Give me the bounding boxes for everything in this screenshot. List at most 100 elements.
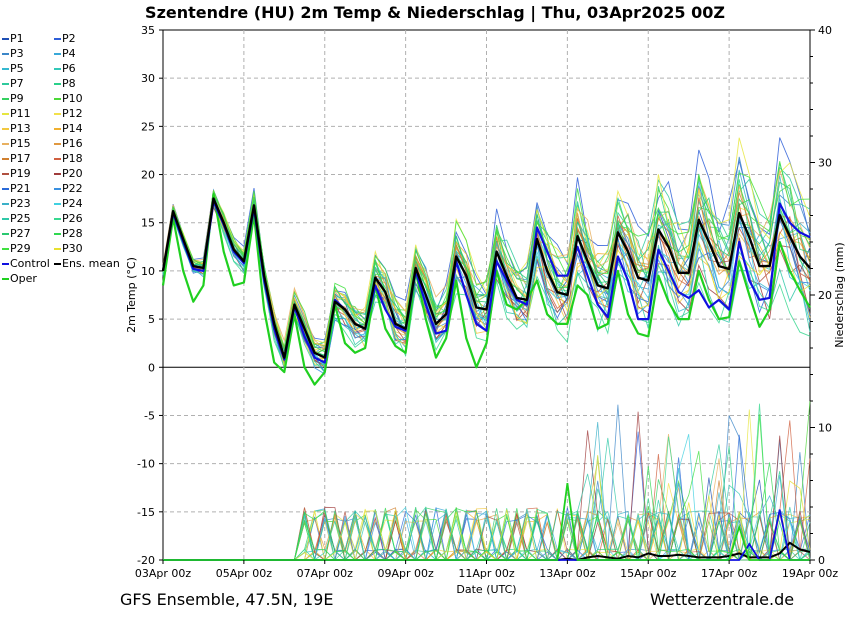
legend-row: P25 P26 (2, 212, 127, 227)
legend-row: P21 P22 (2, 182, 127, 197)
legend: P1 P2 P3 P4 P5 P6 P7 P8 P9 P10 P11 P12 P13 P14 P15 P16 P… (2, 32, 127, 287)
legend-entry: P22 (54, 182, 83, 197)
x-tick-label: 05Apr 00z (216, 567, 273, 580)
legend-entry: P27 (2, 227, 31, 242)
y-tick-label: -10 (137, 458, 155, 471)
axes: -20 -15 -10 -5 0 5 10 15 20 25 30 35 0 10 20 30 40 03Apr … (125, 24, 846, 596)
y-tick-label: 15 (141, 217, 155, 230)
legend-row: P7 P8 (2, 77, 127, 92)
legend-entry: P16 (54, 137, 83, 152)
legend-label: P27 (10, 227, 31, 240)
legend-swatch (54, 128, 61, 130)
legend-swatch (2, 38, 9, 40)
legend-label: P8 (62, 77, 76, 90)
legend-label: Ens. mean (62, 257, 120, 270)
y-tick-label: -15 (137, 506, 155, 519)
legend-entry: Ens. mean (54, 257, 120, 272)
legend-swatch (54, 218, 61, 220)
legend-label: P18 (62, 152, 83, 165)
legend-label: P25 (10, 212, 31, 225)
legend-label: P3 (10, 47, 24, 60)
x-tick-label: 03Apr 00z (135, 567, 192, 580)
chart-title: Szentendre (HU) 2m Temp & Niederschlag |… (145, 3, 725, 22)
legend-swatch (2, 83, 9, 85)
y-tick-label: 35 (141, 24, 155, 37)
legend-row: P29 P30 (2, 242, 127, 257)
legend-label: P1 (10, 32, 24, 45)
legend-label: P12 (62, 107, 83, 120)
model-info: GFS Ensemble, 47.5N, 19E (120, 590, 334, 609)
y2-tick-label: 20 (818, 289, 832, 302)
legend-entry: P15 (2, 137, 31, 152)
legend-entry: P3 (2, 47, 24, 62)
legend-row: P19 P20 (2, 167, 127, 182)
legend-label: P23 (10, 197, 31, 210)
legend-swatch (2, 248, 9, 250)
legend-row: P11 P12 (2, 107, 127, 122)
legend-label: P30 (62, 242, 83, 255)
legend-label: P17 (10, 152, 31, 165)
legend-entry: P21 (2, 182, 31, 197)
legend-label: P15 (10, 137, 31, 150)
legend-entry: P9 (2, 92, 24, 107)
legend-swatch (2, 203, 9, 205)
y-tick-label: -20 (137, 554, 155, 567)
legend-swatch (54, 263, 61, 265)
legend-entry: P18 (54, 152, 83, 167)
legend-swatch (2, 143, 9, 145)
legend-label: P16 (62, 137, 83, 150)
legend-entry: P13 (2, 122, 31, 137)
legend-swatch (2, 128, 9, 130)
legend-entry: P1 (2, 32, 24, 47)
temp-line-ens-mean (161, 197, 811, 359)
y-tick-label: 5 (148, 313, 155, 326)
legend-entry: P17 (2, 152, 31, 167)
legend-swatch (54, 248, 61, 250)
y2-tick-label: 10 (818, 422, 832, 435)
legend-swatch (2, 173, 9, 175)
x-tick-label: 17Apr 00z (701, 567, 758, 580)
legend-label: Control (10, 257, 50, 270)
legend-entry: P26 (54, 212, 83, 227)
legend-entry: P28 (54, 227, 83, 242)
legend-swatch (2, 53, 9, 55)
legend-entry: P7 (2, 77, 24, 92)
legend-label: P22 (62, 182, 83, 195)
legend-entry: Oper (2, 272, 37, 287)
x-tick-label: 19Apr 00z (782, 567, 839, 580)
legend-label: Oper (10, 272, 37, 285)
temp-line-oper (161, 192, 811, 386)
x-tick-label: 15Apr 00z (620, 567, 677, 580)
y2-tick-label: 30 (818, 157, 832, 170)
legend-row: Control Ens. mean (2, 257, 127, 272)
legend-row: P5 P6 (2, 62, 127, 77)
legend-label: P4 (62, 47, 76, 60)
legend-swatch (2, 218, 9, 220)
legend-entry: P23 (2, 197, 31, 212)
legend-swatch (54, 68, 61, 70)
x-tick-label: 11Apr 00z (458, 567, 515, 580)
legend-label: P9 (10, 92, 24, 105)
legend-label: P29 (10, 242, 31, 255)
legend-row: P1 P2 (2, 32, 127, 47)
legend-swatch (2, 263, 9, 265)
legend-entry: P10 (54, 92, 83, 107)
legend-label: P21 (10, 182, 31, 195)
legend-swatch (2, 98, 9, 100)
legend-row: P13 P14 (2, 122, 127, 137)
legend-swatch (54, 143, 61, 145)
legend-entry: P14 (54, 122, 83, 137)
legend-label: P5 (10, 62, 24, 75)
legend-swatch (54, 203, 61, 205)
y2-tick-label: 0 (818, 554, 825, 567)
y-tick-label: 0 (148, 361, 155, 374)
y-tick-label: 10 (141, 265, 155, 278)
y-tick-label: 20 (141, 169, 155, 182)
legend-swatch (54, 158, 61, 160)
legend-entry: P5 (2, 62, 24, 77)
legend-row: P9 P10 (2, 92, 127, 107)
y-axis-label: 2m Temp (°C) (125, 257, 138, 333)
legend-entry: P30 (54, 242, 83, 257)
legend-entry: P20 (54, 167, 83, 182)
